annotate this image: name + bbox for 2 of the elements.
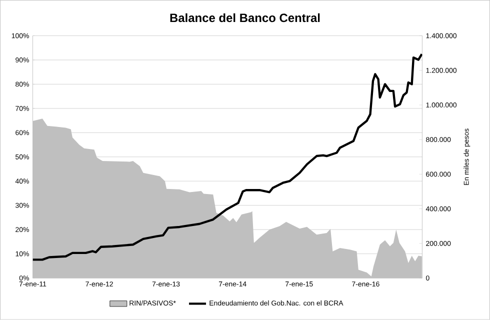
- line-series: [32, 53, 422, 261]
- chart-title: Balance del Banco Central: [170, 13, 320, 22]
